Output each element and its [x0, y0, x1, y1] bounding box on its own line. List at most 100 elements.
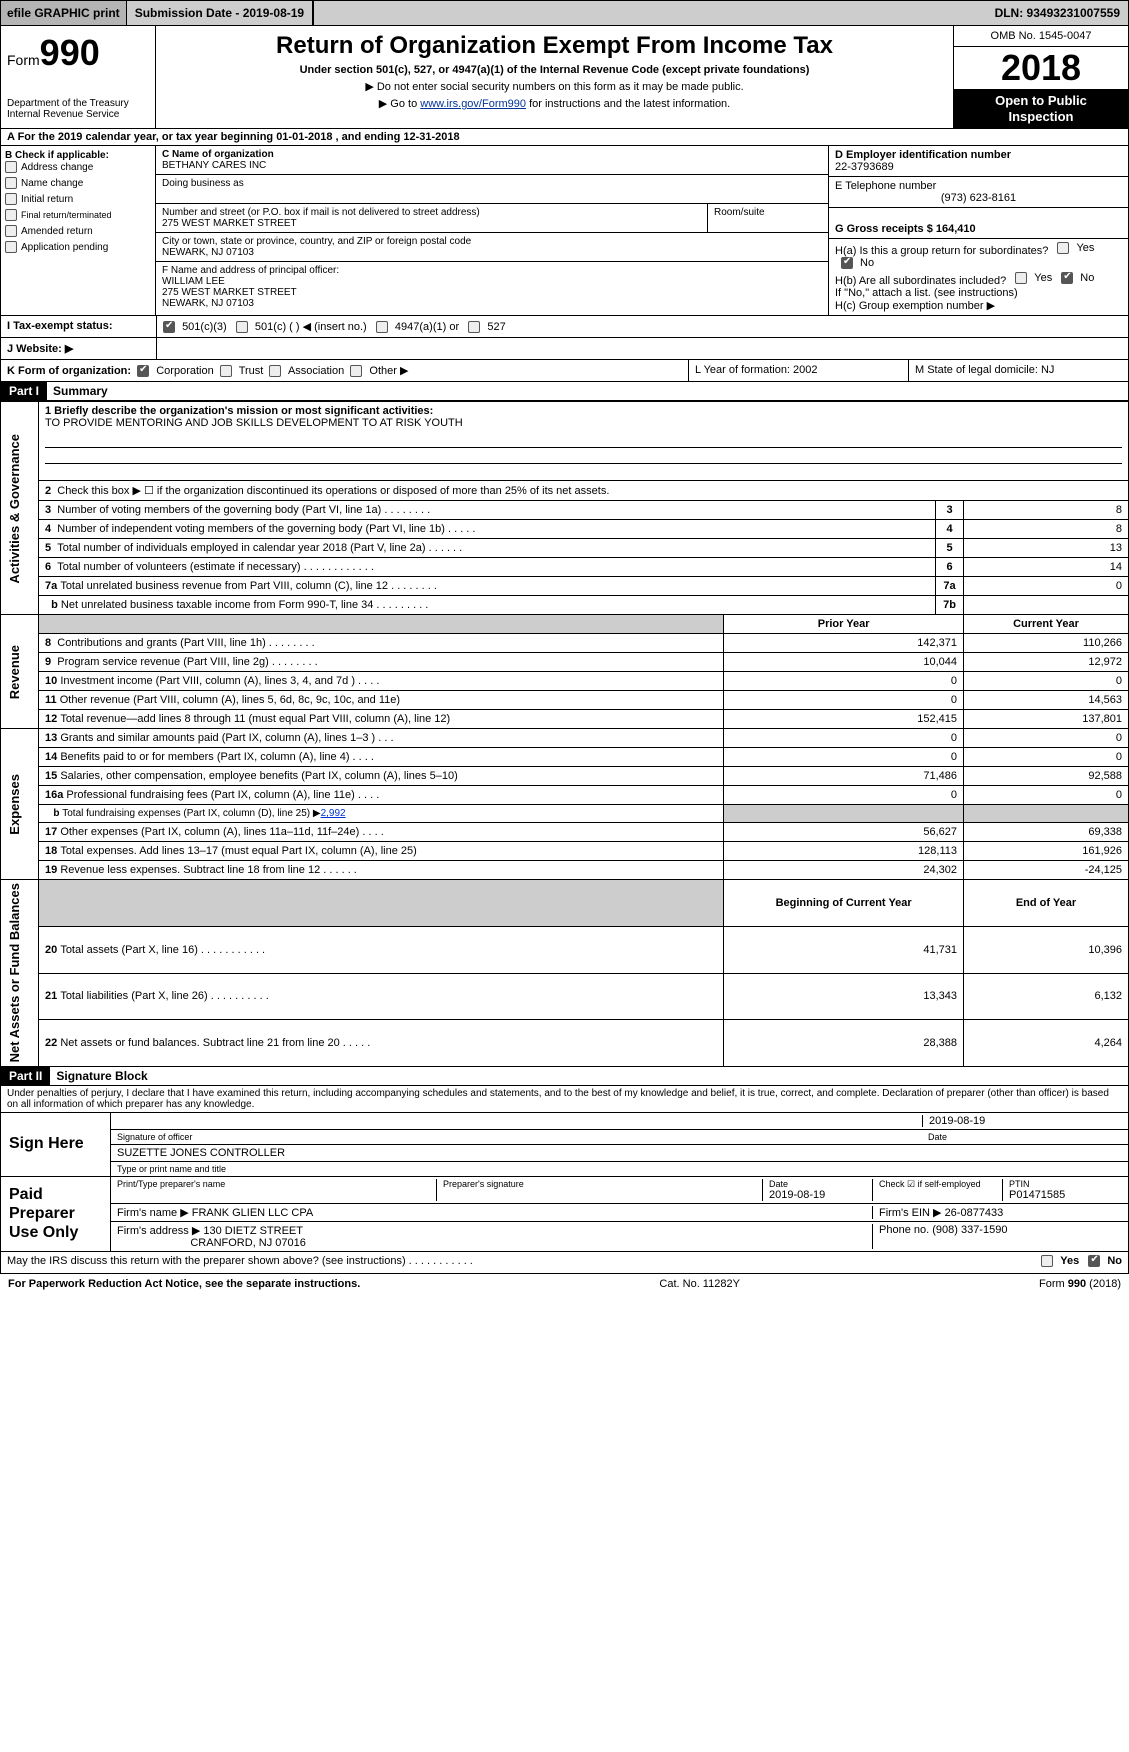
website-value	[156, 338, 1128, 359]
cb-application-pending[interactable]: Application pending	[5, 241, 151, 253]
checkbox-icon[interactable]	[468, 321, 480, 333]
val15p: 71,486	[724, 767, 964, 786]
val20p: 41,731	[724, 926, 964, 973]
line5: Total number of individuals employed in …	[57, 542, 462, 554]
cb-label: Initial return	[21, 194, 73, 205]
hdr-current: Current Year	[964, 615, 1129, 634]
line8: Contributions and grants (Part VIII, lin…	[57, 637, 314, 649]
header-right: OMB No. 1545-0047 2018 Open to Public In…	[953, 26, 1128, 128]
cb-final-return[interactable]: Final return/terminated	[5, 209, 151, 221]
val16ap: 0	[724, 786, 964, 805]
entity-info: B Check if applicable: Address change Na…	[0, 146, 1129, 316]
checkbox-icon[interactable]	[220, 365, 232, 377]
cb-initial-return[interactable]: Initial return	[5, 193, 151, 205]
val7b	[964, 596, 1129, 615]
cb-name-change[interactable]: Name change	[5, 177, 151, 189]
department: Department of the Treasury Internal Reve…	[7, 98, 149, 120]
officer-name: WILLIAM LEE	[162, 276, 822, 287]
line9: Program service revenue (Part VIII, line…	[57, 656, 317, 668]
ein-value: 22-3793689	[835, 161, 1122, 173]
line16b-val[interactable]: 2,992	[321, 808, 346, 819]
cb-address-change[interactable]: Address change	[5, 161, 151, 173]
officer-sig-date: 2019-08-19	[922, 1115, 1122, 1127]
line10: Investment income (Part VIII, column (A)…	[60, 675, 379, 687]
checkbox-icon[interactable]	[1061, 272, 1073, 284]
val20c: 10,396	[964, 926, 1129, 973]
val15c: 92,588	[964, 767, 1129, 786]
irs-link[interactable]: www.irs.gov/Form990	[420, 98, 526, 110]
tax-year: 2018	[954, 47, 1128, 89]
gross-receipts: G Gross receipts $ 164,410	[829, 208, 1128, 239]
form-note2: ▶ Go to www.irs.gov/Form990 for instruct…	[166, 97, 943, 110]
opt-corp: Corporation	[156, 365, 213, 377]
row-k: K Form of organization: Corporation Trus…	[1, 360, 688, 381]
no-label: No	[1080, 272, 1094, 284]
row-a-tax-year: A For the 2019 calendar year, or tax yea…	[0, 129, 1129, 146]
part1-title: Summary	[47, 384, 108, 398]
val14p: 0	[724, 748, 964, 767]
dept-line1: Department of the Treasury	[7, 98, 149, 109]
open-pub-2: Inspection	[958, 109, 1124, 125]
hdr-prior: Prior Year	[724, 615, 964, 634]
form-ref: Form 990 (2018)	[1039, 1278, 1121, 1290]
prep-name-label: Print/Type preparer's name	[117, 1179, 436, 1201]
addr-row: Number and street (or P.O. box if mail i…	[156, 204, 828, 233]
checkbox-icon[interactable]	[269, 365, 281, 377]
opt-501c: 501(c) ( ) ◀ (insert no.)	[255, 321, 367, 333]
line4: Number of independent voting members of …	[57, 523, 475, 535]
checkbox-icon[interactable]	[350, 365, 362, 377]
city-state-zip: NEWARK, NJ 07103	[162, 247, 822, 258]
checkbox-icon[interactable]	[841, 257, 853, 269]
opt-other: Other ▶	[369, 365, 408, 377]
firm-name: FRANK GLIEN LLC CPA	[192, 1207, 313, 1219]
checkbox-icon[interactable]	[1015, 272, 1027, 284]
col-right: D Employer identification number 22-3793…	[828, 146, 1128, 315]
opt-501c3: 501(c)(3)	[182, 321, 227, 333]
line12: Total revenue—add lines 8 through 11 (mu…	[60, 713, 450, 725]
submission-date: Submission Date - 2019-08-19	[127, 1, 314, 25]
checkbox-icon[interactable]	[236, 321, 248, 333]
row-k-label: K Form of organization:	[7, 365, 131, 377]
checkbox-icon	[5, 241, 17, 253]
tax-exempt-options: 501(c)(3) 501(c) ( ) ◀ (insert no.) 4947…	[156, 316, 1128, 337]
yes-label: Yes	[1060, 1255, 1079, 1267]
line18: Total expenses. Add lines 13–17 (must eq…	[60, 845, 416, 857]
cb-amended-return[interactable]: Amended return	[5, 225, 151, 237]
val14c: 0	[964, 748, 1129, 767]
val9c: 12,972	[964, 653, 1129, 672]
open-public: Open to Public Inspection	[954, 89, 1128, 128]
row-j-label: J Website: ▶	[1, 338, 156, 359]
line2: Check this box ▶ ☐ if the organization d…	[57, 485, 609, 497]
row-j: J Website: ▶	[0, 338, 1129, 360]
street-address: 275 WEST MARKET STREET	[162, 218, 701, 229]
hb-row: H(b) Are all subordinates included? Yes …	[835, 272, 1122, 287]
opt-4947: 4947(a)(1) or	[395, 321, 459, 333]
paid-preparer-label: Paid Preparer Use Only	[1, 1177, 111, 1251]
ptin-label: PTIN	[1009, 1179, 1122, 1189]
checkbox-icon[interactable]	[137, 365, 149, 377]
checkbox-icon[interactable]	[376, 321, 388, 333]
year-formation: L Year of formation: 2002	[688, 360, 908, 381]
city-cell: City or town, state or province, country…	[156, 233, 828, 262]
row-i-label: I Tax-exempt status:	[1, 316, 156, 337]
hb-label: H(b) Are all subordinates included?	[835, 275, 1006, 287]
checkbox-icon[interactable]	[1088, 1255, 1100, 1267]
val18c: 161,926	[964, 842, 1129, 861]
efile-label: efile GRAPHIC print	[1, 1, 127, 25]
val11p: 0	[724, 691, 964, 710]
checkbox-icon[interactable]	[1057, 242, 1069, 254]
firm-name-label: Firm's name ▶	[117, 1207, 189, 1219]
opt-assoc: Association	[288, 365, 344, 377]
val3: 8	[964, 501, 1129, 520]
ha-row: H(a) Is this a group return for subordin…	[835, 242, 1122, 272]
checkbox-icon[interactable]	[1041, 1255, 1053, 1267]
hc-label: H(c) Group exemption number ▶	[835, 299, 1122, 312]
form-header: Form990 Department of the Treasury Inter…	[0, 26, 1129, 129]
checkbox-icon[interactable]	[163, 321, 175, 333]
firm-phone-label: Phone no.	[879, 1224, 929, 1236]
side-exp: Expenses	[7, 774, 22, 835]
page-footer: For Paperwork Reduction Act Notice, see …	[0, 1274, 1129, 1294]
hdr-begin: Beginning of Current Year	[724, 880, 964, 927]
col-cde: C Name of organization BETHANY CARES INC…	[156, 146, 828, 315]
val7a: 0	[964, 577, 1129, 596]
